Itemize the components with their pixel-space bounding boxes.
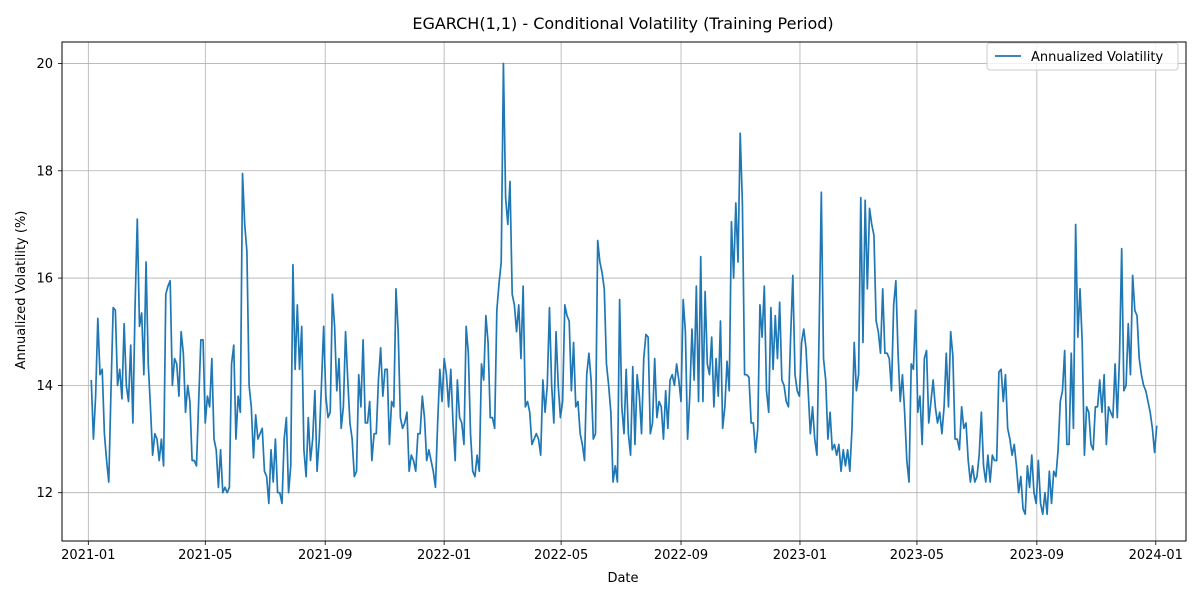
plot-frame xyxy=(61,41,1187,542)
x-tick-label: 2022-05 xyxy=(534,548,588,563)
series-line-annualized-volatility xyxy=(90,62,1158,516)
y-tick-label: 16 xyxy=(36,272,53,287)
x-axis-label: Date xyxy=(607,571,638,586)
x-tick-label: 2024-01 xyxy=(1129,548,1183,563)
x-tick-label: 2021-05 xyxy=(178,548,232,563)
y-tick-label: 12 xyxy=(36,486,53,501)
legend-box xyxy=(986,42,1179,71)
x-tick-label: 2021-09 xyxy=(298,548,352,563)
y-tick-label: 20 xyxy=(36,57,53,72)
axis-ticks: 2021-01 2021-05 2021-09 2022-01 2022-05 2022-… xyxy=(36,57,1182,563)
y-axis-label: Annualized Volatility (%) xyxy=(14,211,29,370)
chart-title: EGARCH(1,1) - Conditional Volatility (Tr… xyxy=(412,14,833,33)
x-tick-label: 2023-01 xyxy=(773,548,827,563)
y-tick-label: 18 xyxy=(36,164,53,179)
x-tick-label: 2021-01 xyxy=(61,548,115,563)
x-tick-label: 2023-05 xyxy=(890,548,944,563)
legend-label: Annualized Volatility xyxy=(1031,50,1163,65)
x-tick-label: 2022-01 xyxy=(417,548,471,563)
legend: Annualized Volatility xyxy=(986,42,1179,71)
x-tick-label: 2023-09 xyxy=(1010,548,1064,563)
y-tick-label: 14 xyxy=(36,379,53,394)
x-tick-label: 2022-09 xyxy=(654,548,708,563)
